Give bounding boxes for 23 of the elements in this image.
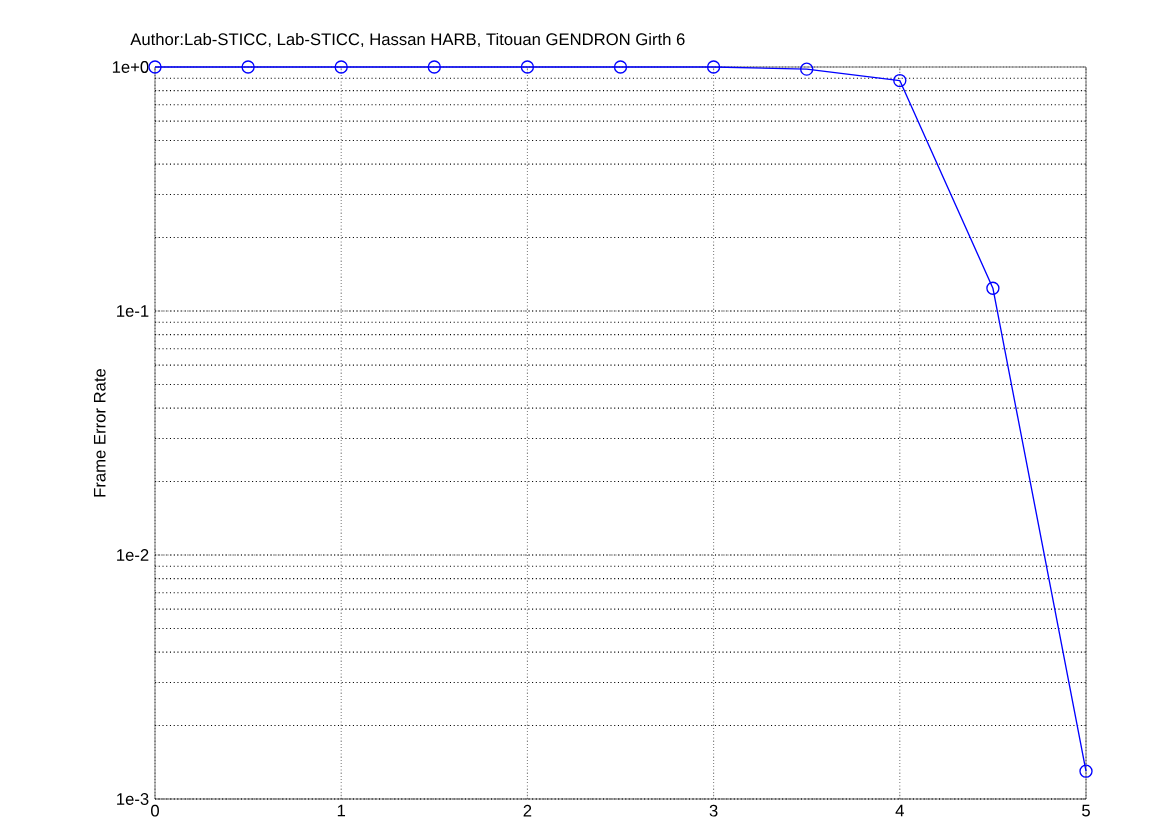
point: [520, 60, 535, 74]
point: [613, 60, 628, 74]
x-tick-label: 2: [523, 804, 532, 817]
point: [1079, 764, 1093, 778]
point: [706, 60, 721, 74]
y-tick-label: 1e-3: [117, 793, 149, 805]
point: [800, 62, 814, 76]
x-tick-label: 5: [1082, 804, 1090, 817]
y-axis-title: Frame Error Rate: [93, 368, 106, 497]
point: [148, 60, 162, 74]
y-tick-label: 1e-2: [117, 549, 149, 561]
point: [334, 60, 348, 74]
y-tick-label: 1e-1: [117, 305, 149, 317]
x-tick-label: 4: [895, 804, 904, 817]
point: [427, 60, 441, 74]
chart-title: Author:Lab-STICC, Lab-STICC, Hassan HARB, Titouan GENDRON Girth 6: [130, 32, 685, 48]
point: [241, 60, 255, 74]
x-tick-label: 0: [151, 804, 159, 817]
x-tick-label: 3: [709, 804, 718, 817]
y-tick-label: 1e+0: [112, 61, 149, 73]
point: [893, 73, 907, 88]
x-tick-label: 1: [337, 804, 346, 817]
point: [986, 281, 1000, 295]
